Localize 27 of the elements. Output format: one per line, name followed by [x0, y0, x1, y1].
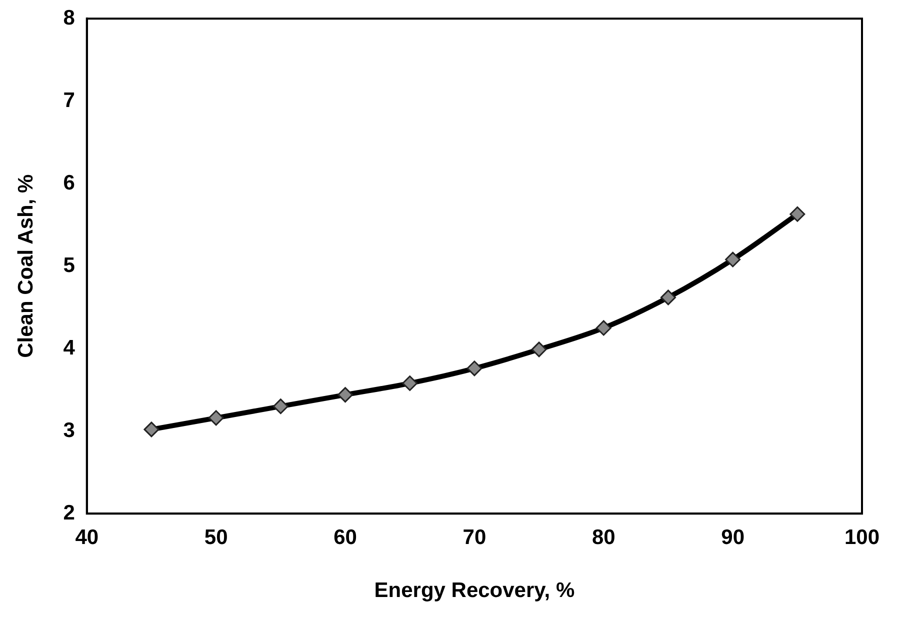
y-tick-label: 5 [63, 254, 76, 277]
point [144, 422, 160, 438]
y-tick-label: 3 [63, 418, 75, 442]
point [790, 206, 806, 222]
x-tick-label: 60 [334, 526, 357, 549]
x-tick-label: 100 [844, 526, 880, 549]
point [208, 410, 224, 426]
x-tick-label: 90 [721, 526, 744, 549]
x-tick-label: 80 [592, 526, 616, 549]
point [402, 376, 418, 391]
point [466, 360, 482, 376]
x-tick-label: 40 [75, 526, 99, 549]
x-tick-label: 70 [462, 526, 486, 549]
y-tick-label: 2 [63, 501, 75, 524]
y-tick-label: 4 [63, 336, 76, 360]
y-tick-label: 7 [63, 88, 75, 112]
point [596, 320, 612, 336]
point [338, 387, 354, 403]
point [660, 290, 676, 306]
point [725, 252, 741, 268]
x-axis-title: Energy Recovery, % [374, 579, 575, 602]
y-tick-label: 6 [63, 171, 75, 194]
y-axis-title: Clean Coal Ash, % [14, 174, 38, 358]
x-tick-label: 50 [204, 526, 228, 549]
y-tick-label: 8 [63, 6, 76, 30]
point [531, 342, 547, 358]
point [272, 398, 288, 414]
